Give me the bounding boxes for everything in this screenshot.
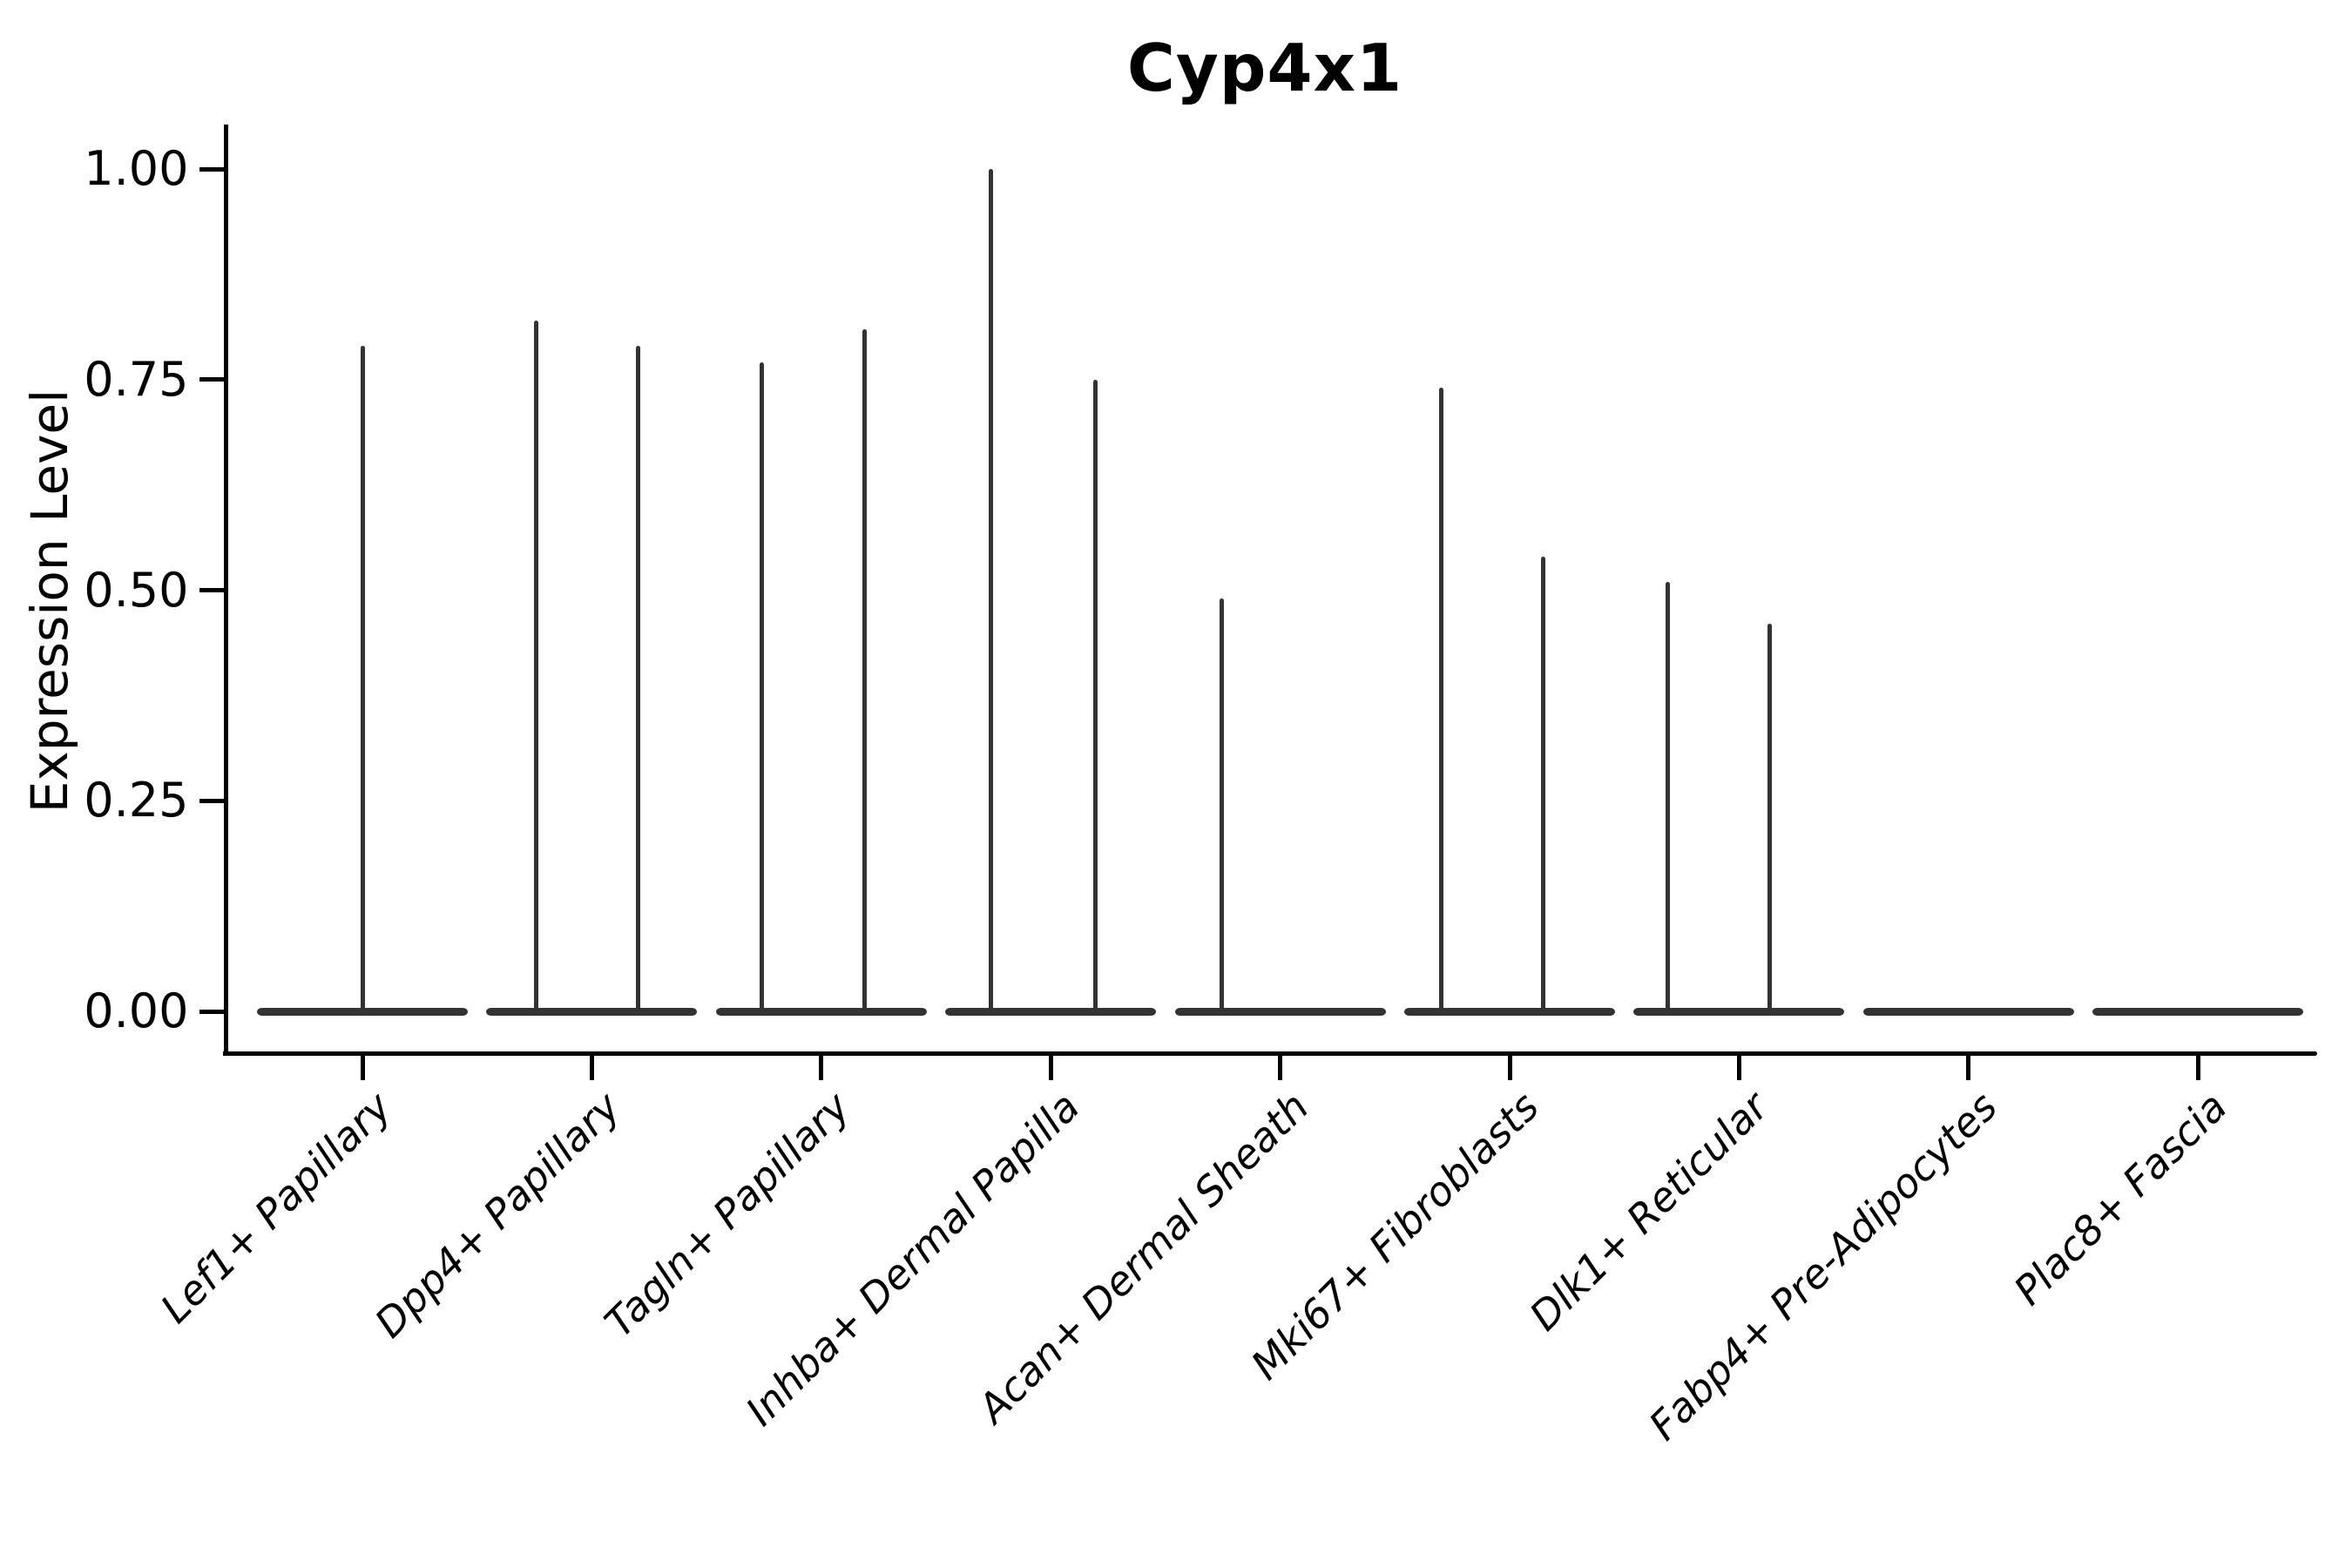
x-tick: [360, 1055, 365, 1080]
x-tick-label: Dpp4+ Papillary: [366, 1083, 630, 1347]
y-tick-label: 0.75: [84, 351, 189, 407]
violin-base: [1633, 1007, 1845, 1016]
y-tick-label: 0.50: [84, 562, 189, 618]
violin-spike: [533, 321, 538, 1011]
x-tick: [2195, 1055, 2200, 1080]
violin-spike: [360, 346, 365, 1011]
chart-title: Cyp4x1: [1126, 30, 1403, 106]
x-tick-label: Tagln+ Papillary: [595, 1083, 860, 1347]
x-tick-label: Dlk1+ Reticular: [1520, 1083, 1777, 1340]
violin-base: [1174, 1007, 1386, 1016]
violin-spike: [1220, 598, 1225, 1011]
violin-spike: [1438, 388, 1443, 1011]
y-tick: [199, 798, 224, 803]
violin-base: [257, 1007, 468, 1016]
y-axis-spine: [223, 125, 228, 1056]
y-tick: [199, 588, 224, 592]
x-tick: [1507, 1055, 1512, 1080]
violin-spike: [1767, 624, 1772, 1011]
violin-base: [1862, 1007, 2074, 1016]
x-tick: [1736, 1055, 1741, 1080]
violin-spike: [1665, 581, 1670, 1011]
violin-base: [1404, 1007, 1615, 1016]
x-tick: [1278, 1055, 1283, 1080]
x-axis-spine: [223, 1051, 2317, 1056]
y-tick-label: 1.00: [84, 141, 189, 196]
x-tick: [1966, 1055, 1971, 1080]
y-tick: [199, 1009, 224, 1014]
x-tick: [819, 1055, 824, 1080]
y-axis-label: Expression Level: [20, 389, 79, 814]
x-tick-label: Plac8+ Fascia: [2004, 1083, 2236, 1315]
violin-base: [945, 1007, 1157, 1016]
violin-base: [486, 1007, 698, 1016]
violin-spike: [1092, 379, 1098, 1011]
x-tick: [589, 1055, 594, 1080]
violin-spike: [862, 328, 868, 1011]
violin-base: [2092, 1007, 2304, 1016]
violin-spike: [1540, 556, 1545, 1011]
y-tick: [199, 166, 224, 172]
violin-spike: [635, 346, 640, 1011]
y-tick-label: 0.25: [84, 773, 189, 828]
y-tick: [199, 377, 224, 382]
violin-spike: [988, 169, 993, 1011]
violin-base: [715, 1007, 927, 1016]
violin-spike: [760, 362, 765, 1011]
y-tick-label: 0.00: [84, 983, 189, 1038]
x-tick: [1048, 1055, 1053, 1080]
x-tick-label: Lef1+ Papillary: [151, 1083, 401, 1333]
